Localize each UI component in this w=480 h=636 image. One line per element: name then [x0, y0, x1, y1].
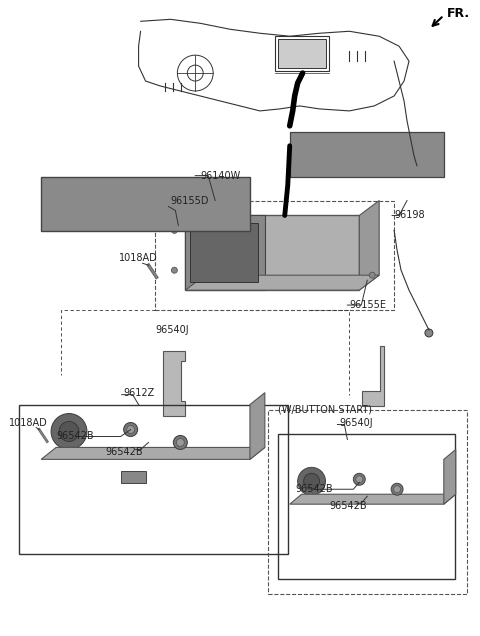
Text: FR.: FR.	[447, 7, 470, 20]
Bar	[278, 39, 326, 68]
Text: 1018AD: 1018AD	[9, 418, 48, 427]
Circle shape	[173, 436, 187, 450]
Circle shape	[171, 228, 178, 233]
Text: 96155D: 96155D	[170, 195, 209, 205]
Circle shape	[356, 476, 363, 483]
Polygon shape	[444, 450, 456, 504]
Polygon shape	[185, 275, 379, 290]
Circle shape	[51, 413, 87, 450]
Polygon shape	[164, 351, 185, 415]
Circle shape	[298, 467, 325, 495]
Bar	[185, 216, 265, 290]
FancyBboxPatch shape	[185, 216, 360, 290]
Bar	[190, 223, 258, 282]
Circle shape	[124, 422, 138, 436]
Text: 96542B: 96542B	[296, 484, 333, 494]
Text: 96542B: 96542B	[56, 431, 94, 441]
Polygon shape	[250, 392, 265, 459]
Circle shape	[127, 425, 134, 434]
Circle shape	[369, 272, 375, 278]
Circle shape	[353, 473, 365, 485]
Polygon shape	[41, 177, 250, 232]
Bar	[268, 410, 467, 594]
Text: 96140W: 96140W	[200, 170, 240, 181]
Polygon shape	[362, 346, 384, 406]
Text: 1018AD: 1018AD	[119, 253, 157, 263]
Text: 96155E: 96155E	[349, 300, 386, 310]
Polygon shape	[290, 132, 444, 177]
Circle shape	[304, 473, 320, 489]
Polygon shape	[360, 200, 379, 290]
Circle shape	[425, 329, 433, 337]
Bar	[19, 404, 288, 554]
Bar	[278, 434, 455, 579]
Text: 96542B: 96542B	[106, 447, 144, 457]
Text: 96540J: 96540J	[156, 325, 189, 335]
Circle shape	[394, 486, 401, 493]
Text: 96540J: 96540J	[339, 418, 373, 427]
Text: 9612Z: 9612Z	[124, 388, 155, 398]
Polygon shape	[290, 494, 456, 504]
Text: (W/BUTTON START): (W/BUTTON START)	[278, 404, 372, 415]
Bar	[156, 200, 394, 310]
Text: 96198: 96198	[394, 211, 425, 221]
Circle shape	[59, 422, 79, 441]
Circle shape	[413, 165, 421, 172]
Circle shape	[391, 483, 403, 495]
Circle shape	[171, 267, 178, 273]
Bar	[120, 471, 145, 483]
Circle shape	[176, 438, 184, 446]
Bar	[275, 36, 329, 71]
Text: 96542B: 96542B	[329, 501, 367, 511]
Polygon shape	[41, 448, 265, 459]
